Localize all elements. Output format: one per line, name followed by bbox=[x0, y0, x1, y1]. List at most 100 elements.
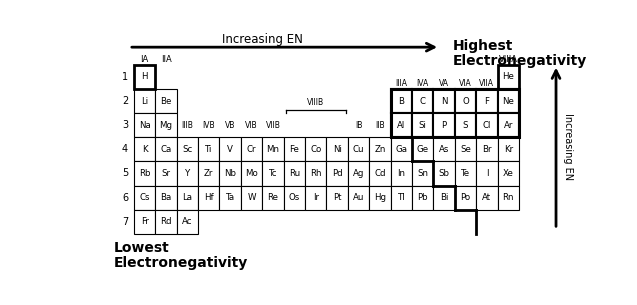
Text: Cl: Cl bbox=[483, 121, 491, 130]
Bar bbox=[241, 161, 262, 185]
Text: P: P bbox=[441, 121, 447, 130]
Text: Na: Na bbox=[139, 121, 150, 130]
Text: 5: 5 bbox=[122, 168, 128, 178]
Bar bbox=[455, 185, 476, 210]
Bar bbox=[390, 161, 412, 185]
Text: IB: IB bbox=[355, 121, 362, 130]
Bar bbox=[134, 185, 155, 210]
Bar bbox=[433, 161, 455, 185]
Text: La: La bbox=[182, 193, 192, 202]
Text: 2: 2 bbox=[122, 96, 128, 106]
Text: Cr: Cr bbox=[247, 145, 256, 154]
Bar bbox=[241, 185, 262, 210]
Text: B: B bbox=[398, 96, 404, 106]
Bar bbox=[455, 89, 476, 113]
Text: Rb: Rb bbox=[139, 169, 150, 178]
Text: Zr: Zr bbox=[204, 169, 213, 178]
Bar bbox=[176, 161, 198, 185]
Bar bbox=[455, 89, 476, 113]
Text: Fe: Fe bbox=[289, 145, 299, 154]
Text: Ru: Ru bbox=[289, 169, 300, 178]
Text: P: P bbox=[441, 121, 447, 130]
Bar bbox=[433, 185, 455, 210]
Text: Ca: Ca bbox=[161, 145, 171, 154]
Bar bbox=[497, 65, 519, 89]
Bar bbox=[155, 137, 176, 161]
Text: IIIA: IIIA bbox=[396, 79, 407, 88]
Text: Y: Y bbox=[185, 169, 190, 178]
Text: Sn: Sn bbox=[417, 169, 428, 178]
Text: Kr: Kr bbox=[504, 145, 513, 154]
Text: Se: Se bbox=[460, 145, 471, 154]
Text: S: S bbox=[462, 121, 468, 130]
Bar bbox=[433, 137, 455, 161]
Text: Fr: Fr bbox=[141, 217, 148, 226]
Text: In: In bbox=[397, 169, 405, 178]
Bar bbox=[198, 161, 220, 185]
Bar bbox=[412, 113, 433, 137]
Text: He: He bbox=[503, 72, 514, 81]
Text: Re: Re bbox=[268, 193, 278, 202]
Bar bbox=[476, 89, 497, 113]
Text: Zn: Zn bbox=[375, 145, 385, 154]
Bar bbox=[455, 113, 476, 137]
Bar bbox=[476, 137, 497, 161]
Bar bbox=[134, 89, 155, 113]
Text: Ba: Ba bbox=[161, 193, 171, 202]
Bar bbox=[476, 161, 497, 185]
Text: Ac: Ac bbox=[182, 217, 192, 226]
Bar bbox=[412, 185, 433, 210]
Bar bbox=[134, 65, 155, 89]
Text: 7: 7 bbox=[122, 217, 128, 227]
Text: Al: Al bbox=[397, 121, 406, 130]
Text: Tl: Tl bbox=[397, 193, 405, 202]
Text: Increasing EN: Increasing EN bbox=[222, 33, 303, 46]
Text: Rd: Rd bbox=[161, 217, 172, 226]
Bar bbox=[369, 161, 390, 185]
Text: K: K bbox=[142, 145, 147, 154]
Text: Cs: Cs bbox=[140, 193, 150, 202]
Bar bbox=[497, 185, 519, 210]
Text: IVA: IVA bbox=[417, 79, 429, 88]
Bar bbox=[476, 89, 497, 113]
Text: Ne: Ne bbox=[503, 96, 514, 106]
Bar bbox=[176, 185, 198, 210]
Bar bbox=[220, 161, 241, 185]
Bar bbox=[390, 89, 412, 113]
Bar bbox=[476, 113, 497, 137]
Text: Mg: Mg bbox=[159, 121, 173, 130]
Text: IIB: IIB bbox=[375, 121, 385, 130]
Text: IIIB: IIIB bbox=[182, 121, 194, 130]
Bar bbox=[155, 210, 176, 234]
Text: I: I bbox=[485, 169, 488, 178]
Text: VA: VA bbox=[439, 79, 449, 88]
Bar bbox=[220, 137, 241, 161]
Text: 6: 6 bbox=[122, 193, 128, 203]
Text: Ir: Ir bbox=[313, 193, 318, 202]
Text: C: C bbox=[420, 96, 426, 106]
Text: B: B bbox=[398, 96, 404, 106]
Text: V: V bbox=[227, 145, 233, 154]
Text: F: F bbox=[484, 96, 489, 106]
Text: Si: Si bbox=[419, 121, 427, 130]
Text: Hf: Hf bbox=[204, 193, 213, 202]
Bar bbox=[283, 161, 305, 185]
Text: VIA: VIA bbox=[459, 79, 472, 88]
Bar bbox=[134, 161, 155, 185]
Text: Ni: Ni bbox=[333, 145, 341, 154]
Text: He: He bbox=[503, 72, 514, 81]
Bar bbox=[412, 113, 433, 137]
Text: Ge: Ge bbox=[417, 145, 429, 154]
Bar bbox=[327, 161, 348, 185]
Text: Cl: Cl bbox=[483, 121, 491, 130]
Bar bbox=[455, 113, 476, 137]
Bar bbox=[497, 89, 519, 113]
Text: Ta: Ta bbox=[225, 193, 235, 202]
Bar bbox=[433, 89, 455, 113]
Text: H: H bbox=[141, 72, 148, 81]
Text: O: O bbox=[462, 96, 469, 106]
Text: Ne: Ne bbox=[503, 96, 514, 106]
Bar bbox=[390, 113, 412, 137]
Text: Co: Co bbox=[310, 145, 322, 154]
Text: Si: Si bbox=[419, 121, 427, 130]
